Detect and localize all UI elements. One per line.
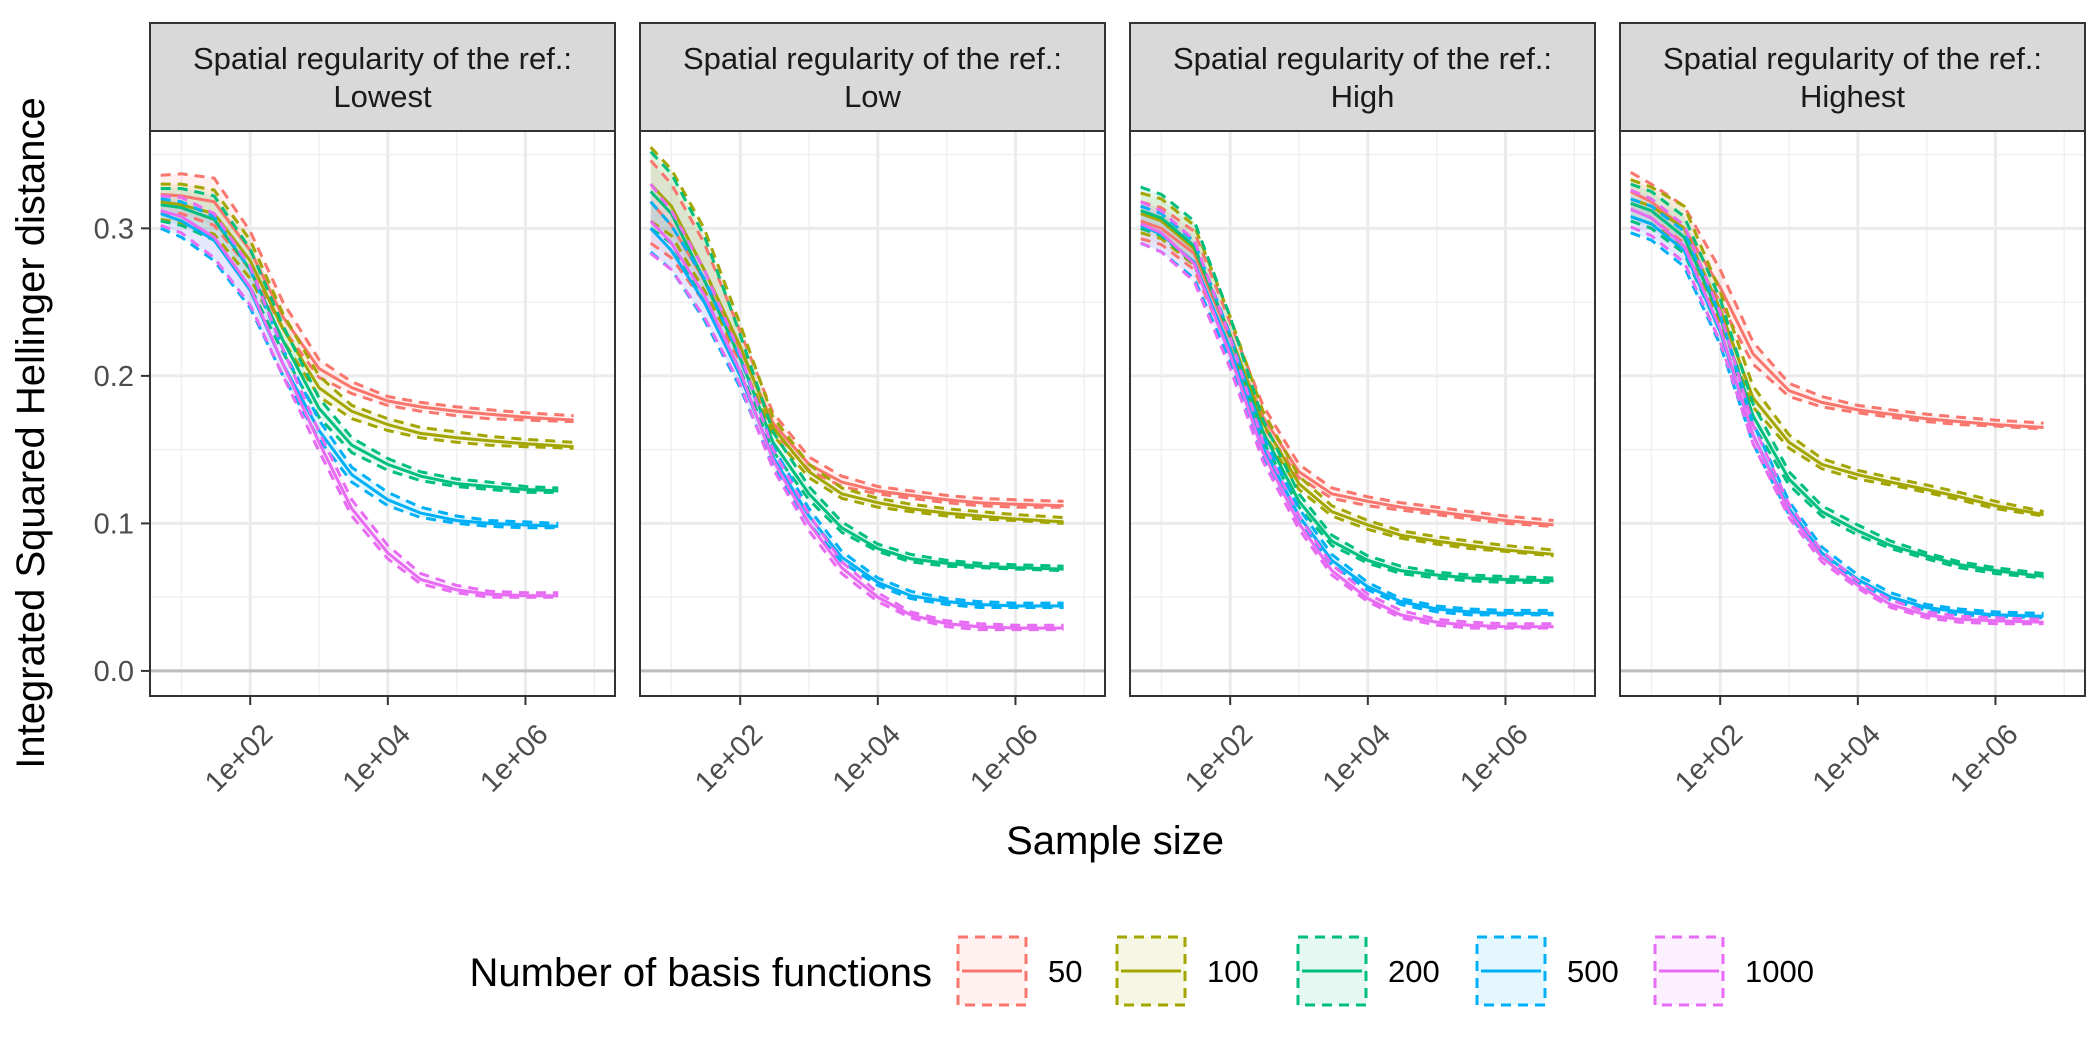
facet-strip-title-line2: High bbox=[1331, 79, 1395, 114]
lower-bound-line-1000 bbox=[1630, 225, 2044, 626]
facet-panel-lowest: Spatial regularity of the ref.:Lowest1e+… bbox=[94, 22, 616, 799]
lower-bound-line-1000 bbox=[1140, 241, 1554, 630]
series-line-1000 bbox=[1630, 207, 2044, 624]
lower-bound-line-1000 bbox=[649, 252, 1064, 632]
legend-item-200: 200 bbox=[1296, 935, 1440, 1007]
legend-label: 200 bbox=[1388, 954, 1440, 989]
upper-bound-line-200 bbox=[649, 150, 1064, 568]
series-line-100 bbox=[649, 183, 1064, 524]
y-tick-label: 0.0 bbox=[94, 656, 134, 688]
upper-bound-line-50 bbox=[160, 172, 574, 418]
facet-strip bbox=[1619, 22, 2086, 132]
ribbon-1000 bbox=[1630, 190, 2044, 624]
facet-panel-highest: Spatial regularity of the ref.:Highest1e… bbox=[1619, 22, 2086, 799]
ribbon-100 bbox=[1140, 193, 1554, 556]
legend-label: 500 bbox=[1567, 954, 1619, 989]
upper-bound-line-100 bbox=[649, 146, 1064, 519]
ribbon-200 bbox=[1630, 184, 2044, 578]
series-line-200 bbox=[160, 203, 559, 493]
facet-strip bbox=[149, 22, 616, 132]
y-axis-title: Integrated Squared Hellinger distance bbox=[9, 97, 53, 769]
series-line-1000 bbox=[1140, 222, 1554, 629]
lower-bound-line-100 bbox=[160, 218, 574, 450]
facet-strip-title-line2: Highest bbox=[1800, 79, 1905, 114]
legend-title: Number of basis functions bbox=[470, 951, 932, 995]
lower-bound-line-100 bbox=[1630, 215, 2044, 518]
upper-bound-line-500 bbox=[649, 200, 1064, 605]
upper-bound-line-500 bbox=[160, 197, 559, 525]
legend-label: 100 bbox=[1207, 954, 1259, 989]
upper-bound-line-500 bbox=[1630, 197, 2044, 615]
upper-bound-line-100 bbox=[1140, 191, 1554, 552]
upper-bound-line-1000 bbox=[160, 194, 559, 595]
upper-bound-line-50 bbox=[1629, 170, 2044, 425]
upper-bound-line-100 bbox=[160, 182, 574, 444]
upper-bound-line-200 bbox=[1630, 182, 2044, 576]
facet-panels: Spatial regularity of the ref.:Lowest1e+… bbox=[94, 22, 2086, 799]
facet-strip-title-line1: Spatial regularity of the ref.: bbox=[683, 41, 1062, 76]
lower-bound-line-500 bbox=[1140, 241, 1554, 617]
legend-item-50: 50 bbox=[956, 935, 1082, 1007]
series-line-500 bbox=[1630, 215, 2044, 618]
lower-bound-line-50 bbox=[160, 212, 574, 424]
upper-bound-line-500 bbox=[1140, 204, 1554, 612]
legend-item-500: 500 bbox=[1475, 935, 1619, 1007]
series-line-200 bbox=[649, 190, 1064, 571]
ribbon-1000 bbox=[160, 195, 559, 598]
series-line-50 bbox=[1140, 219, 1554, 527]
series-line-1000 bbox=[649, 219, 1064, 630]
lower-bound-line-100 bbox=[1140, 231, 1554, 558]
panel-background bbox=[640, 131, 1105, 696]
facet-strip-title-line2: Low bbox=[844, 79, 901, 114]
panel-background bbox=[1620, 131, 2085, 696]
upper-bound-line-100 bbox=[1630, 178, 2044, 514]
series-line-200 bbox=[1140, 209, 1554, 583]
facet-strip-title-line1: Spatial regularity of the ref.: bbox=[1173, 41, 1552, 76]
y-tick-label: 0.2 bbox=[94, 361, 134, 393]
legend-label: 1000 bbox=[1745, 954, 1814, 989]
upper-bound-line-1000 bbox=[649, 183, 1064, 627]
legend-label: 50 bbox=[1048, 954, 1082, 989]
upper-bound-line-200 bbox=[160, 187, 559, 490]
legend-keys: 50 100 200 500 1000 bbox=[956, 935, 1814, 1007]
series-line-100 bbox=[1630, 197, 2044, 517]
x-axis-title: Sample size bbox=[1006, 819, 1224, 863]
facet-panel-high: Spatial regularity of the ref.:High1e+02… bbox=[1129, 22, 1596, 799]
lower-bound-line-200 bbox=[1630, 219, 2044, 580]
legend-item-100: 100 bbox=[1115, 935, 1259, 1007]
facet-strip-title-line1: Spatial regularity of the ref.: bbox=[193, 41, 572, 76]
facet-strip-title-line2: Lowest bbox=[333, 79, 432, 114]
lower-bound-line-200 bbox=[1140, 226, 1554, 584]
upper-bound-line-50 bbox=[649, 159, 1064, 503]
ribbon-500 bbox=[1140, 206, 1554, 615]
series-line-200 bbox=[1630, 201, 2044, 578]
series-line-1000 bbox=[160, 209, 559, 598]
ribbon-100 bbox=[1630, 179, 2044, 516]
series-line-50 bbox=[160, 192, 574, 422]
ribbon-200 bbox=[1140, 187, 1554, 583]
series-line-500 bbox=[649, 227, 1064, 608]
y-tick-label: 0.1 bbox=[94, 508, 134, 540]
upper-bound-line-200 bbox=[1140, 185, 1554, 580]
series-line-500 bbox=[160, 212, 559, 528]
lower-bound-line-100 bbox=[649, 219, 1064, 525]
facet-strip bbox=[1129, 22, 1596, 132]
panel-background bbox=[1130, 131, 1595, 696]
legend: Number of basis functions 50 100 200 500 100… bbox=[470, 935, 1814, 1007]
legend-item-1000: 1000 bbox=[1653, 935, 1814, 1007]
lower-bound-line-500 bbox=[160, 227, 559, 530]
facet-strip bbox=[639, 22, 1106, 132]
y-tick-label: 0.3 bbox=[94, 213, 134, 245]
upper-bound-line-50 bbox=[1140, 200, 1554, 522]
facet-strip-title-line1: Spatial regularity of the ref.: bbox=[1663, 41, 2042, 76]
